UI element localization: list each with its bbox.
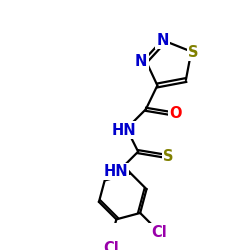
Text: N: N xyxy=(135,54,147,69)
Text: Cl: Cl xyxy=(103,241,119,250)
Text: S: S xyxy=(163,149,173,164)
Text: HN: HN xyxy=(111,122,136,138)
Text: O: O xyxy=(170,106,182,122)
Text: N: N xyxy=(156,32,169,48)
Text: S: S xyxy=(188,45,199,60)
Text: Cl: Cl xyxy=(152,224,167,240)
Text: HN: HN xyxy=(104,164,128,179)
